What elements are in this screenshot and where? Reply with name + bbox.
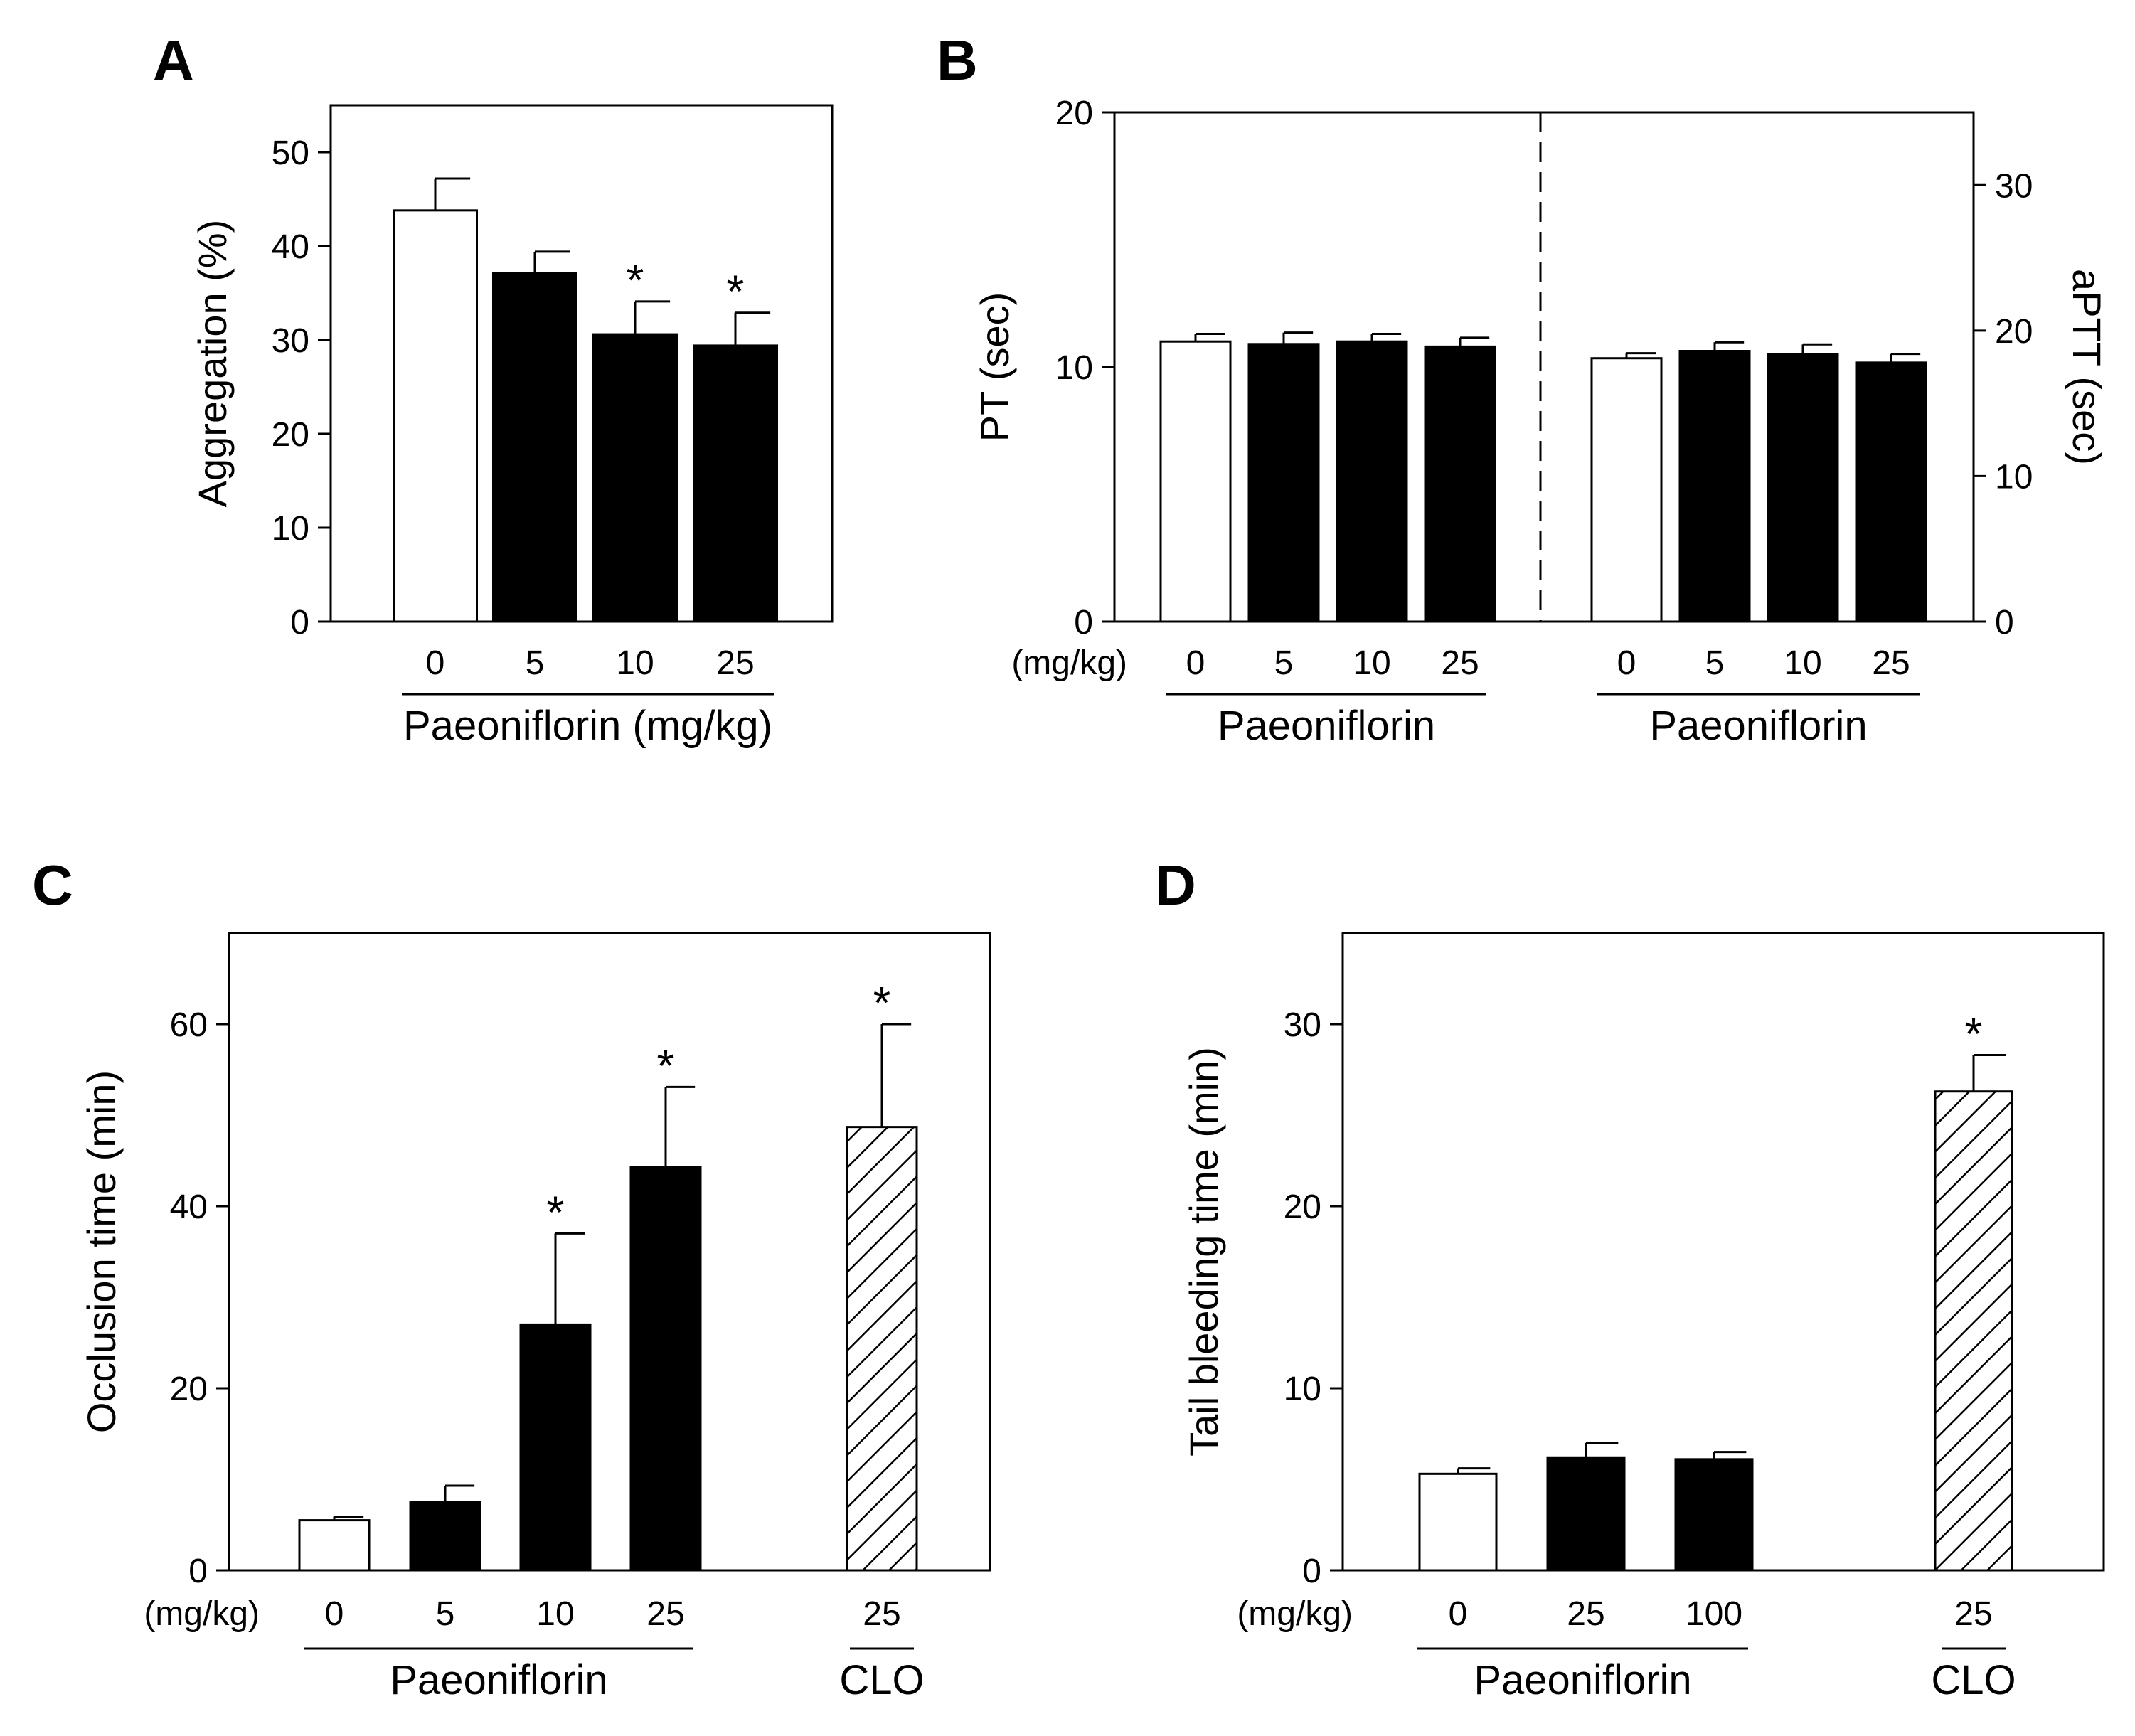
- panel-a-y-tick-label: 20: [272, 416, 309, 454]
- panel-b-pt-bar: [1424, 345, 1496, 623]
- panel-c-y-tick-label: 40: [170, 1188, 208, 1226]
- panel-b-aptt-bar: [1678, 349, 1751, 623]
- panel-c-y-tick-label: 20: [170, 1370, 208, 1408]
- panel-b-right-title: aPTT (sec): [2065, 269, 2109, 465]
- panel-d-y-tick-label: 30: [1284, 1006, 1321, 1044]
- panel-d-paeoniflorin-group-label: Paeoniflorin: [1474, 1657, 1691, 1703]
- panel-d-chart: 0 10 20 30 Tail bleeding time (min) * 0 25 100 25…: [1181, 932, 2105, 1703]
- panel-c-category-label: 5: [436, 1595, 455, 1633]
- panel-a-chart: 0 10 20 30 40 50 Aggregation (%) * * 0 5 10 25 Paeoni…: [190, 104, 834, 749]
- panel-b-right-y-tick-label: 20: [1995, 313, 2033, 351]
- panel-b-unit-label: (mg/kg): [1011, 644, 1127, 682]
- panel-a-bar: [393, 209, 478, 623]
- panel-b-pt-bar: [1247, 343, 1320, 623]
- panel-b-right-y-tick-label: 10: [1995, 458, 2033, 496]
- panel-c-y-tick-label: 0: [188, 1553, 208, 1590]
- panel-d-category-label: 25: [1567, 1595, 1604, 1633]
- panel-c-category-label: 0: [325, 1595, 344, 1633]
- panel-a-letter: A: [153, 28, 194, 92]
- panel-a-y-title: Aggregation (%): [190, 220, 235, 508]
- panel-c-bar: [629, 1166, 702, 1572]
- panel-c-category-label: 25: [863, 1595, 900, 1633]
- panel-d-y-title: Tail bleeding time (min): [1181, 1047, 1226, 1457]
- panel-b-left-y-tick-label: 0: [1074, 604, 1093, 641]
- panel-c-bar: [298, 1519, 371, 1572]
- panel-b-aptt-group-label: Paeoniflorin: [1649, 703, 1867, 749]
- panel-c-unit-label: (mg/kg): [144, 1595, 260, 1633]
- panel-d-unit-label: (mg/kg): [1237, 1595, 1353, 1633]
- panel-c-significance: *: [873, 977, 891, 1028]
- panel-a-category-label: 10: [616, 644, 654, 682]
- panel-c-bar: [409, 1501, 481, 1572]
- panel-c-paeoniflorin-group-label: Paeoniflorin: [390, 1657, 607, 1703]
- panel-a-category-label: 5: [526, 644, 545, 682]
- panel-b-pt-category-label: 5: [1274, 644, 1294, 682]
- panel-b-frame: [1113, 111, 1975, 623]
- panel-c-clo-group-label: CLO: [839, 1657, 924, 1703]
- panel-a-y-tick-label: 50: [272, 134, 309, 172]
- panel-a-group-label: Paeoniflorin (mg/kg): [403, 703, 772, 749]
- panel-c-frame: [228, 932, 991, 1572]
- panel-a-bar: [693, 344, 778, 623]
- panel-a-y-tick-label: 10: [272, 510, 309, 548]
- panel-c-y-title: Occlusion time (min): [79, 1070, 124, 1433]
- panel-d-category-label: 25: [1954, 1595, 1992, 1633]
- panel-d-significance: *: [1965, 1008, 1983, 1060]
- panel-b-aptt-bar: [1590, 357, 1663, 623]
- panel-a-significance: *: [627, 255, 644, 306]
- panel-b-pt-category-label: 10: [1353, 644, 1390, 682]
- panel-b-pt-bar: [1336, 340, 1408, 623]
- panel-a-y-tick-label: 30: [272, 322, 309, 360]
- panel-b-pt-category-label: 25: [1441, 644, 1479, 682]
- panel-b-aptt-category-label: 5: [1705, 644, 1725, 682]
- panel-a-y-tick-label: 0: [290, 604, 309, 641]
- panel-d-clo-group-label: CLO: [1931, 1657, 2016, 1703]
- panel-a-category-label: 25: [716, 644, 754, 682]
- panel-b-right-y-tick-label: 30: [1995, 167, 2033, 205]
- panel-b-left-y-tick-label: 10: [1055, 349, 1093, 387]
- panel-d-category-label: 0: [1449, 1595, 1468, 1633]
- panel-b-letter: B: [937, 28, 978, 92]
- panel-d-y-tick-label: 0: [1302, 1553, 1321, 1590]
- panel-d-bar: [1418, 1472, 1498, 1572]
- panel-a-bar: [492, 272, 577, 623]
- panel-c-significance: *: [657, 1040, 675, 1091]
- panel-b-right-y-tick-label: 0: [1995, 604, 2014, 641]
- panel-b-pt-category-label: 0: [1186, 644, 1205, 682]
- panel-a-significance: *: [727, 266, 745, 317]
- panel-a-category-label: 0: [426, 644, 445, 682]
- panel-a-bar: [592, 333, 678, 623]
- panel-b-aptt-category-label: 10: [1784, 644, 1821, 682]
- panel-a-frame: [329, 104, 834, 623]
- panel-b-aptt-bar: [1855, 361, 1927, 623]
- panel-c-bar: [519, 1323, 592, 1572]
- panel-b-aptt-category-label: 25: [1872, 644, 1910, 682]
- panel-d-y-tick-label: 10: [1284, 1370, 1321, 1408]
- panel-b-chart: 0 10 20 0 10 20 30 PT (sec) aPTT (sec) 0 5 10 25 0 5 10…: [972, 95, 2109, 749]
- panel-c-chart: 0 20 40 60 Occlusion time (min) * * * 0 5 10 25 25 (m…: [79, 932, 991, 1703]
- panel-d-y-tick-label: 20: [1284, 1188, 1321, 1226]
- panel-d-letter: D: [1155, 853, 1196, 917]
- panel-c-bar: [846, 1126, 918, 1572]
- panel-b-aptt-category-label: 0: [1617, 644, 1636, 682]
- panel-b-aptt-bar: [1767, 353, 1839, 623]
- panel-d-bar: [1934, 1090, 2013, 1572]
- panel-c-significance: *: [547, 1186, 565, 1237]
- panel-d-bar: [1546, 1456, 1626, 1572]
- panel-b-pt-group-label: Paeoniflorin: [1218, 703, 1435, 749]
- panel-b-left-title: PT (sec): [972, 292, 1017, 442]
- panel-c-y-tick-label: 60: [170, 1006, 208, 1044]
- panel-c-category-label: 10: [536, 1595, 574, 1633]
- panel-d-bar: [1674, 1458, 1754, 1572]
- panel-c-category-label: 25: [646, 1595, 684, 1633]
- panel-d-category-label: 100: [1686, 1595, 1742, 1633]
- panel-b-pt-bar: [1159, 340, 1232, 623]
- panel-c-letter: C: [32, 853, 73, 917]
- panel-b-left-y-tick-label: 20: [1055, 95, 1093, 132]
- panel-a-y-tick-label: 40: [272, 228, 309, 266]
